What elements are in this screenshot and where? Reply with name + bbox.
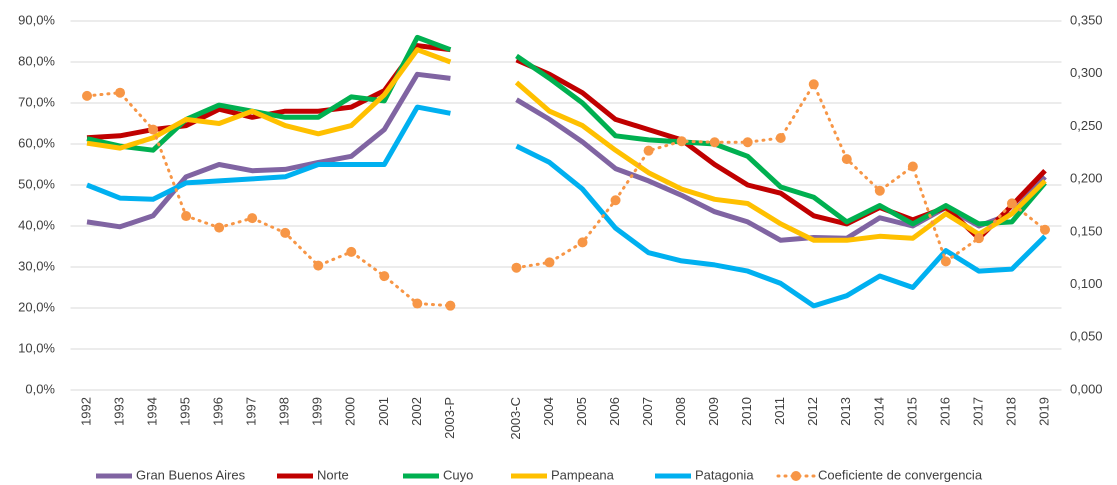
y-tick-label: 20,0% <box>18 299 55 314</box>
point <box>313 260 324 271</box>
x-tick-label: 2004 <box>541 397 556 426</box>
y-tick-label: 30,0% <box>18 258 55 273</box>
x-tick-label: 2000 <box>343 397 358 426</box>
point <box>907 161 918 172</box>
point <box>742 137 753 148</box>
y-tick-label: 10,0% <box>18 340 55 355</box>
y2-tick-label: 0,100 <box>1070 276 1103 291</box>
x-tick-label: 2001 <box>376 397 391 426</box>
x-tick-label: 1995 <box>178 397 193 426</box>
legend-label: Patagonia <box>695 467 754 482</box>
x-tick-label: 2009 <box>706 397 721 426</box>
point <box>973 233 984 244</box>
point <box>643 145 654 156</box>
x-tick-label: 1997 <box>244 397 259 426</box>
x-tick-label: 2014 <box>871 397 886 426</box>
series-line <box>86 104 1047 309</box>
point <box>775 133 786 144</box>
x-tick-label: 1993 <box>111 397 126 426</box>
point <box>181 211 192 222</box>
point <box>610 195 621 206</box>
series-line <box>85 82 1047 308</box>
legend-label: Cuyo <box>443 467 473 482</box>
point <box>874 185 885 196</box>
x-tick-label: 2015 <box>904 397 919 426</box>
y2-tick-label: 0,050 <box>1070 329 1103 344</box>
x-tick-label: 2007 <box>640 397 655 426</box>
x-tick-label: 2013 <box>838 397 853 426</box>
point <box>1039 224 1050 235</box>
x-tick-label: 2019 <box>1036 397 1051 426</box>
x-tick-label: 2006 <box>607 397 622 426</box>
series-line <box>86 47 1047 243</box>
point <box>841 154 852 165</box>
y2-tick-label: 0,000 <box>1070 381 1103 396</box>
series-line <box>86 43 1047 241</box>
point <box>115 87 126 98</box>
point <box>577 237 588 248</box>
x-tick-label: 1999 <box>310 397 325 426</box>
legend-label: Coeficiente de convergencia <box>818 467 983 482</box>
y-tick-label: 80,0% <box>18 53 55 68</box>
y2-tick-label: 0,150 <box>1070 223 1103 238</box>
y-tick-label: 70,0% <box>18 94 55 109</box>
x-tick-label: 2016 <box>937 397 952 426</box>
y-tick-label: 90,0% <box>18 12 55 27</box>
x-tick-label: 2005 <box>574 397 589 426</box>
x-tick-label: 1998 <box>277 397 292 426</box>
legend-label: Pampeana <box>551 467 615 482</box>
point <box>412 298 423 309</box>
point <box>709 137 720 148</box>
y-tick-label: 50,0% <box>18 176 55 191</box>
point <box>214 222 225 233</box>
y-tick-label: 0,0% <box>25 381 55 396</box>
y-tick-label: 60,0% <box>18 135 55 150</box>
x-tick-label: 2003-C <box>508 397 523 440</box>
point <box>940 256 951 267</box>
y2-tick-label: 0,350 <box>1070 12 1103 27</box>
legend-label: Gran Buenos Aires <box>136 467 246 482</box>
point <box>82 90 93 101</box>
x-tick-label: 1994 <box>145 397 160 426</box>
x-tick-label: 2002 <box>409 397 424 426</box>
point <box>346 246 357 257</box>
x-tick-label: 2011 <box>772 397 787 425</box>
legend-label: Norte <box>317 467 349 482</box>
point <box>247 213 258 224</box>
y2-tick-label: 0,200 <box>1070 171 1103 186</box>
legend-marker <box>791 471 801 481</box>
point <box>808 79 819 90</box>
x-tick-label: 2008 <box>673 397 688 426</box>
point <box>511 262 522 273</box>
x-tick-label: 2010 <box>739 397 754 426</box>
x-tick-label: 1992 <box>78 397 93 426</box>
x-tick-label: 2012 <box>805 397 820 426</box>
point <box>1006 198 1017 209</box>
y2-tick-label: 0,250 <box>1070 118 1103 133</box>
x-tick-label: 1996 <box>211 397 226 426</box>
x-tick-label: 2017 <box>970 397 985 426</box>
x-tick-label: 2003-P <box>442 397 457 439</box>
y-tick-label: 40,0% <box>18 217 55 232</box>
point <box>676 136 687 147</box>
point <box>445 300 456 311</box>
x-tick-label: 2018 <box>1003 397 1018 426</box>
point <box>280 227 291 238</box>
point <box>544 257 555 268</box>
point <box>148 124 159 135</box>
point <box>379 271 390 282</box>
y2-tick-label: 0,300 <box>1070 65 1103 80</box>
